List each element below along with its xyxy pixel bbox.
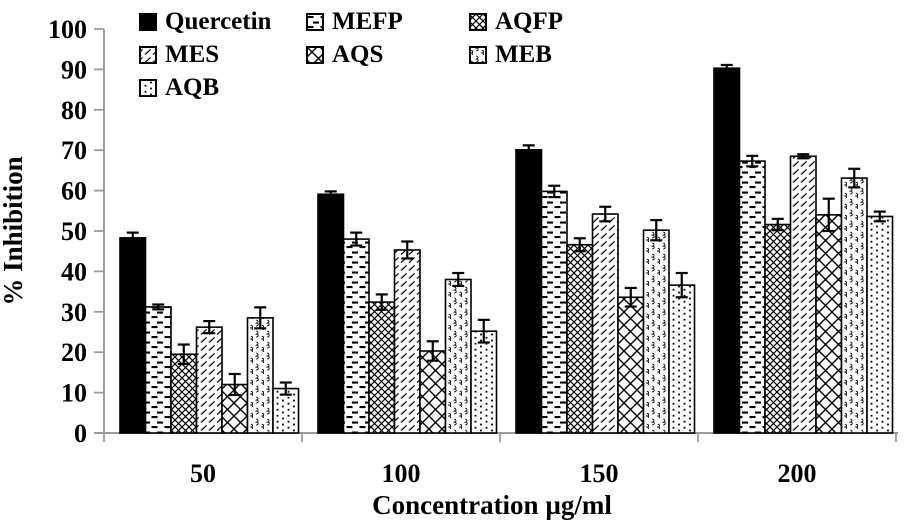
y-tick-label-40: 40 [61, 257, 87, 286]
legend-label-aqs: AQS [332, 41, 383, 68]
legend-label-aqb: AQB [165, 74, 219, 101]
legend-item-aqb: AQB [139, 74, 219, 101]
bar-mes-50 [195, 326, 223, 434]
error-bar-mefp-50 [152, 303, 165, 311]
bar-quercetin-200 [713, 67, 741, 434]
y-tick-label-80: 80 [61, 96, 87, 125]
y-tick-label-30: 30 [61, 298, 87, 327]
legend-swatch-aqs [306, 46, 324, 64]
error-bar-aqb-200 [873, 210, 886, 223]
bar-meb-200 [840, 177, 868, 434]
legend-label-mes: MES [165, 41, 219, 68]
error-bar-aqs-50 [228, 372, 241, 397]
bar-aqs-200 [815, 214, 843, 434]
legend-item-aqfp: AQFP [469, 8, 563, 35]
bar-aqs-150 [617, 296, 645, 434]
error-bar-mefp-200 [746, 154, 759, 168]
legend-swatch-mefp [306, 13, 324, 31]
error-bar-aqfp-100 [375, 293, 388, 311]
y-tick-label-70: 70 [61, 136, 87, 165]
legend-item-aqs: AQS [306, 41, 383, 68]
error-bar-mes-100 [401, 240, 414, 260]
x-category-label-200: 200 [778, 459, 817, 488]
legend-swatch-meb [469, 46, 487, 64]
error-bar-meb-200 [848, 167, 861, 189]
error-bar-mes-150 [599, 205, 612, 223]
y-tick-label-0: 0 [74, 419, 87, 448]
bar-aqb-200 [866, 215, 894, 434]
y-tick-label-100: 100 [48, 15, 87, 44]
error-bars [126, 63, 886, 397]
bar-meb-50 [246, 317, 274, 434]
error-bar-mes-50 [203, 319, 216, 335]
error-bar-aqs-100 [426, 340, 439, 362]
bar-meb-100 [444, 278, 472, 434]
legend-swatch-quercetin [139, 13, 157, 31]
x-axis-title: Concentration µg/ml [372, 490, 612, 520]
y-tick-label-90: 90 [61, 55, 87, 84]
legend-item-mefp: MEFP [306, 8, 403, 35]
bars [119, 67, 894, 434]
bar-aqfp-200 [764, 223, 792, 434]
legend-item-meb: MEB [469, 41, 552, 68]
legend-label-meb: MEB [495, 41, 552, 68]
error-bar-aqb-150 [675, 271, 688, 299]
error-bar-aqs-150 [624, 286, 637, 308]
bar-aqb-50 [272, 387, 300, 434]
error-bar-aqb-50 [279, 381, 292, 396]
bar-aqs-100 [419, 350, 447, 434]
error-bar-quercetin-50 [126, 231, 139, 245]
error-bar-quercetin-150 [522, 144, 535, 156]
error-bar-mefp-100 [350, 231, 363, 247]
y-axis-title: % Inhibition [0, 156, 28, 305]
axes: 0 10 20 30 40 50 60 70 80 90 100 50 100 150 200 [48, 15, 898, 488]
y-tick-label-50: 50 [61, 217, 87, 246]
bar-mefp-150 [540, 190, 568, 434]
bar-mefp-50 [144, 306, 172, 434]
bar-mefp-100 [342, 238, 370, 434]
error-bar-aqfp-50 [177, 343, 190, 366]
legend-label-mefp: MEFP [332, 8, 403, 35]
error-bar-meb-100 [452, 271, 465, 288]
error-bar-aqfp-150 [573, 237, 586, 253]
error-bar-mes-200 [797, 153, 810, 160]
y-tick-label-10: 10 [61, 379, 87, 408]
error-bar-aqfp-200 [771, 217, 784, 232]
error-bar-quercetin-100 [324, 190, 337, 199]
legend-swatch-mes [139, 46, 157, 64]
bar-aqfp-100 [368, 301, 396, 434]
legend-swatch-aqb [139, 79, 157, 97]
error-bar-meb-150 [650, 218, 663, 242]
legend-item-mes: MES [139, 41, 219, 68]
x-category-label-100: 100 [382, 459, 421, 488]
y-tick-label-20: 20 [61, 338, 87, 367]
bar-aqb-100 [470, 330, 498, 434]
legend-item-quercetin: Quercetin [139, 8, 272, 35]
bar-meb-150 [642, 229, 670, 434]
y-tick-label-60: 60 [61, 177, 87, 206]
legend-swatch-aqfp [469, 13, 487, 31]
bar-quercetin-150 [515, 148, 543, 434]
bar-mes-200 [789, 155, 817, 434]
error-bar-quercetin-200 [720, 63, 733, 73]
bar-aqfp-150 [566, 243, 594, 434]
bar-mefp-200 [738, 160, 766, 434]
bar-quercetin-100 [317, 193, 345, 434]
legend: Quercetin MEFP AQFP MES AQS MEB AQB [139, 8, 563, 101]
bar-mes-100 [393, 249, 421, 434]
bar-mes-150 [591, 213, 619, 434]
error-bar-aqs-200 [822, 197, 835, 233]
error-bar-mefp-150 [548, 184, 561, 199]
bar-aqfp-50 [170, 353, 198, 434]
bar-aqb-150 [668, 284, 696, 434]
bar-quercetin-50 [119, 237, 147, 434]
x-category-label-150: 150 [580, 459, 619, 488]
legend-label-quercetin: Quercetin [165, 8, 272, 35]
error-bar-aqb-100 [477, 318, 490, 344]
x-category-label-50: 50 [190, 459, 216, 488]
error-bar-meb-50 [254, 306, 267, 330]
legend-label-aqfp: AQFP [495, 8, 563, 35]
